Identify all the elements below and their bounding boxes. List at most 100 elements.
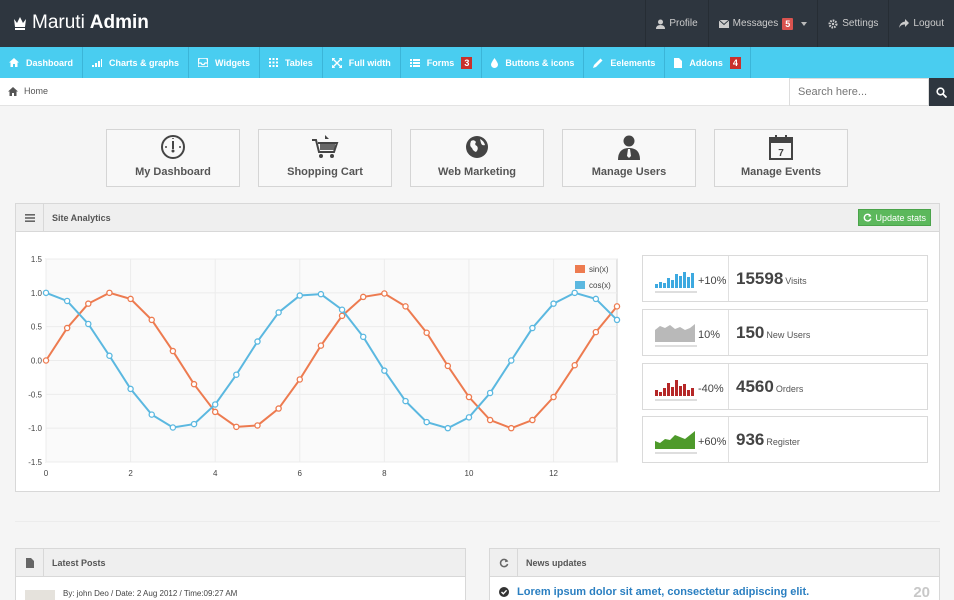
chevron-down-icon[interactable] bbox=[801, 21, 808, 26]
sparkline-bar bbox=[667, 383, 670, 396]
data-point-cosx bbox=[338, 306, 346, 314]
tile-my-dashboard-label: My Dashboard bbox=[135, 166, 211, 178]
tile-manage-events[interactable]: 7 Manage Events bbox=[714, 129, 848, 187]
data-point-sinx bbox=[529, 416, 536, 424]
menu-tables[interactable]: Tables bbox=[260, 47, 323, 78]
globe-icon bbox=[466, 136, 488, 158]
data-point-sinx bbox=[486, 416, 494, 424]
tile-web-marketing-label: Web Marketing bbox=[437, 166, 517, 178]
update-stats-button[interactable]: Update stats bbox=[858, 209, 931, 226]
tile-shopping-cart[interactable]: Shopping Cart bbox=[258, 129, 392, 187]
topnav-logout-label: Logout bbox=[913, 18, 944, 29]
data-point-cosx bbox=[444, 424, 452, 432]
user-tie-icon bbox=[618, 135, 640, 160]
top-nav: Profile Messages 5 Settings Logout bbox=[645, 0, 954, 47]
update-stats-label: Update stats bbox=[875, 212, 926, 223]
news-item[interactable]: Lorem ipsum dolor sit amet, consectetur … bbox=[499, 586, 809, 598]
tile-my-dashboard[interactable]: My Dashboard bbox=[106, 129, 240, 187]
data-point-sinx bbox=[592, 328, 600, 336]
fullscreen-icon bbox=[331, 57, 342, 68]
menu-full-width[interactable]: Full width bbox=[323, 47, 401, 78]
new-users-sparkline bbox=[655, 324, 697, 347]
data-point-cosx bbox=[85, 320, 92, 328]
stat-register-value: 936 Register bbox=[736, 430, 800, 450]
news-updates-widget: News updates bbox=[489, 548, 940, 600]
sparkline-bar bbox=[671, 387, 674, 396]
latest-posts-title: Latest Posts bbox=[52, 558, 106, 568]
home-icon bbox=[9, 58, 19, 67]
grid-icon bbox=[268, 58, 278, 67]
topnav-profile[interactable]: Profile bbox=[645, 0, 707, 47]
news-updates-title: News updates bbox=[526, 558, 587, 568]
orders-label: Orders bbox=[775, 384, 804, 394]
file-icon bbox=[674, 57, 683, 68]
tile-web-marketing[interactable]: Web Marketing bbox=[410, 129, 544, 187]
menu-buttons[interactable]: Buttons & icons bbox=[482, 47, 585, 78]
user-icon bbox=[656, 19, 666, 29]
data-point-sinx bbox=[423, 329, 430, 337]
data-point-sinx bbox=[211, 408, 219, 416]
data-point-sinx bbox=[275, 405, 282, 412]
search-icon bbox=[936, 86, 947, 98]
crown-icon bbox=[14, 17, 26, 30]
menu-elements[interactable]: Eelements bbox=[584, 47, 666, 78]
data-point-cosx bbox=[127, 385, 134, 393]
legend-label-sinx: sin(x) bbox=[589, 265, 609, 274]
series-line-sinx bbox=[45, 291, 618, 430]
breadcrumb-home[interactable]: Home bbox=[8, 86, 48, 96]
tile-manage-users-label: Manage Users bbox=[591, 166, 667, 178]
data-point-cosx bbox=[508, 357, 515, 364]
list-icon bbox=[409, 58, 420, 67]
sparkline-bar bbox=[671, 280, 674, 288]
avatar[interactable] bbox=[25, 590, 55, 600]
data-point-cosx bbox=[42, 289, 50, 297]
menu-forms[interactable]: Forms 3 bbox=[401, 47, 483, 78]
stat-new-users-value: 150 New Users bbox=[736, 323, 810, 343]
x-tick-label: 12 bbox=[549, 469, 558, 478]
legend-label-cosx: cos(x) bbox=[589, 281, 611, 290]
gear-icon bbox=[828, 18, 838, 29]
data-point-sinx bbox=[127, 295, 134, 303]
sparkline-bar bbox=[691, 273, 694, 288]
x-tick-label: 10 bbox=[465, 469, 474, 478]
series-line-cosx bbox=[45, 291, 618, 430]
x-tick-label: 4 bbox=[213, 469, 218, 478]
topnav-messages[interactable]: Messages 5 bbox=[707, 0, 818, 47]
topnav-settings[interactable]: Settings bbox=[817, 0, 888, 47]
data-point-cosx bbox=[529, 324, 536, 332]
menu-tables-label: Tables bbox=[284, 57, 313, 68]
orders-sparkline bbox=[655, 380, 697, 401]
addons-badge: 4 bbox=[729, 56, 741, 69]
news-headline: Lorem ipsum dolor sit amet, consectetur … bbox=[517, 586, 810, 598]
search-button[interactable] bbox=[929, 78, 954, 106]
search-input[interactable] bbox=[789, 78, 929, 106]
top-header: Maruti Admin Profile Messages 5 Settings… bbox=[0, 0, 954, 47]
x-tick-label: 0 bbox=[44, 469, 49, 478]
sparkline-bar bbox=[663, 388, 666, 396]
menu-forms-label: Forms bbox=[426, 57, 455, 68]
widget-title-bar: Site Analytics Update stats bbox=[16, 204, 939, 232]
new-users-number: 150 bbox=[736, 323, 765, 342]
menu-widgets[interactable]: Widgets bbox=[189, 47, 260, 78]
menu-full-width-label: Full width bbox=[348, 57, 391, 68]
sparkline-bar bbox=[683, 384, 686, 396]
menu-buttons-label: Buttons & icons bbox=[505, 57, 575, 68]
topnav-logout[interactable]: Logout bbox=[888, 0, 954, 47]
x-tick-label: 8 bbox=[382, 469, 387, 478]
breadcrumb-home-label: Home bbox=[24, 86, 49, 96]
brand-logo[interactable]: Maruti Admin bbox=[12, 10, 149, 36]
menu-elements-label: Eelements bbox=[610, 57, 656, 68]
menu-addons[interactable]: Addons 4 bbox=[665, 47, 751, 78]
data-point-cosx bbox=[465, 414, 473, 421]
data-point-cosx bbox=[190, 420, 198, 428]
stat-register: +60% 936 Register bbox=[642, 416, 928, 463]
sparkline-bar bbox=[667, 278, 670, 288]
tile-manage-users[interactable]: Manage Users bbox=[562, 129, 696, 187]
stat-orders-pct: -40% bbox=[698, 383, 724, 395]
menu-dashboard[interactable]: Dashboard bbox=[0, 47, 84, 78]
sparkline-bar bbox=[687, 277, 690, 288]
menu-charts[interactable]: Charts & graphs bbox=[83, 47, 190, 78]
x-tick-label: 2 bbox=[128, 469, 133, 478]
data-point-sinx bbox=[169, 347, 177, 355]
sparkline-bar bbox=[663, 283, 666, 288]
